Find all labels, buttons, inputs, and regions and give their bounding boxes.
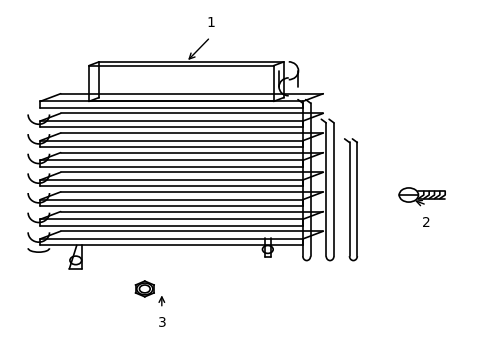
Text: 1: 1	[205, 16, 214, 30]
Text: 3: 3	[157, 316, 166, 330]
Text: 2: 2	[422, 216, 430, 230]
